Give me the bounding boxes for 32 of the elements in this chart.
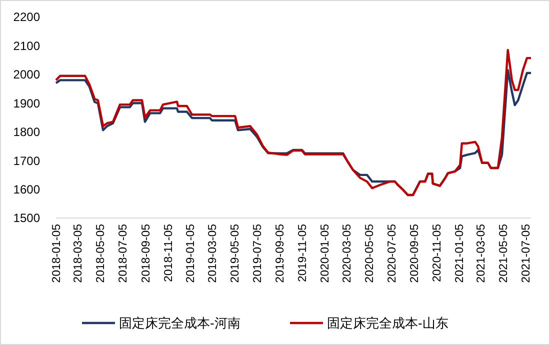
x-tick-label: 2019-09-05 (274, 224, 287, 283)
x-tick-label: 2018-03-05 (72, 224, 85, 283)
y-tick-label: 2000 (13, 68, 40, 82)
legend-label: 固定床完全成本-河南 (119, 316, 240, 331)
x-tick-label: 2018-01-05 (51, 224, 64, 283)
y-tick-label: 1900 (13, 96, 40, 110)
x-tick-label: 2020-07-05 (386, 224, 398, 283)
x-tick-label: 2020-01-05 (319, 224, 332, 283)
x-tick-label: 2018-11-05 (162, 224, 175, 282)
x-tick-label: 2021-07-05 (520, 224, 533, 283)
legend-label: 固定床完全成本-山东 (327, 316, 448, 331)
x-tick-label: 2021-01-05 (454, 224, 466, 283)
x-tick-label: 2020-11-05 (432, 224, 444, 282)
x-tick-label: 2018-07-05 (118, 224, 130, 283)
y-tick-label: 2200 (13, 10, 40, 24)
y-tick-label: 1800 (13, 125, 40, 140)
x-tick-label: 2019-01-05 (185, 224, 198, 283)
y-tick-label: 1700 (13, 154, 40, 168)
y-tick-label: 1600 (13, 182, 40, 196)
x-tick-label: 2020-09-05 (409, 224, 422, 283)
x-tick-label: 2018-05-05 (95, 224, 108, 283)
x-tick-label: 2018-09-05 (140, 224, 152, 283)
y-tick-label: 1500 (13, 211, 40, 226)
x-tick-label: 2021-03-05 (476, 224, 488, 283)
x-tick-label: 2019-07-05 (252, 224, 264, 283)
x-tick-label: 2021-05-05 (498, 224, 510, 283)
x-tick-label: 2019-05-05 (229, 224, 242, 283)
x-tick-label: 2019-03-05 (206, 224, 219, 283)
x-tick-label: 2020-05-05 (364, 224, 376, 283)
x-tick-label: 2019-11-05 (296, 224, 309, 282)
x-tick-label: 2020-03-05 (341, 224, 354, 283)
y-tick-label: 2100 (13, 38, 40, 53)
